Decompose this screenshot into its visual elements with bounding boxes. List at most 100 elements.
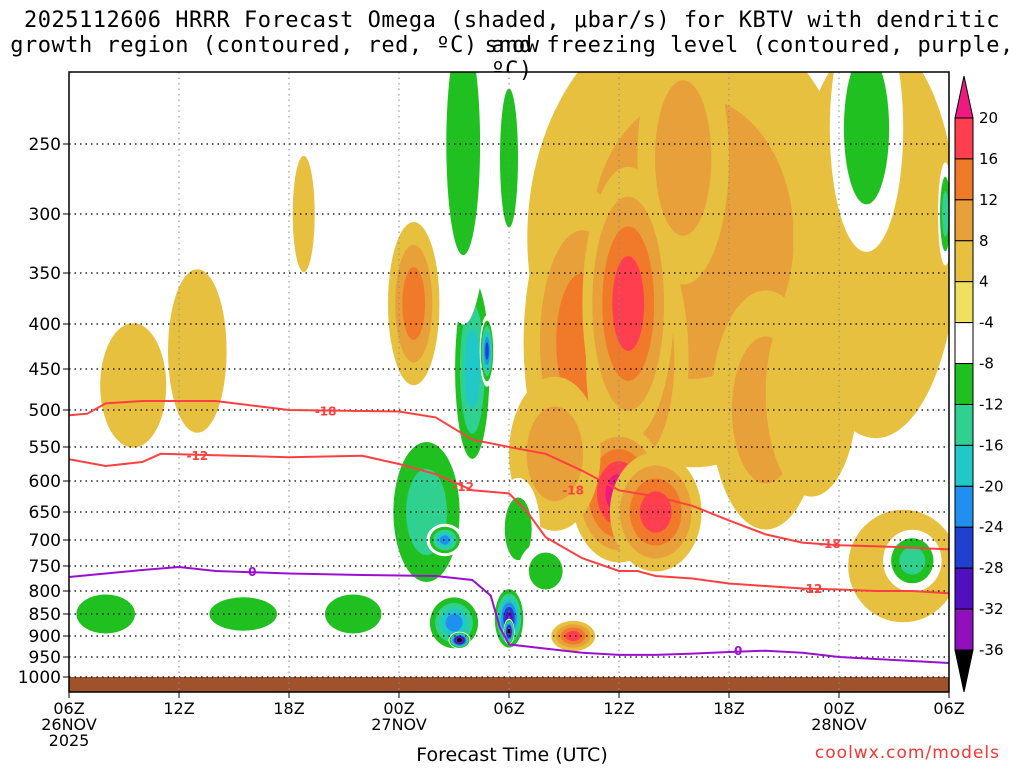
- rising-blob-18-level-16: [565, 630, 581, 642]
- colorbar-segment-7: [954, 403, 974, 446]
- colorbar-segment-0: [954, 117, 974, 160]
- ground-fill: [69, 677, 949, 692]
- sinking-blob-2-level--8: [325, 594, 382, 634]
- ground-terrain: [69, 677, 949, 692]
- contour-label-dgz_-18-0: -18: [315, 404, 337, 418]
- sinking-blob-15-level--12: [942, 191, 949, 237]
- xtick-label-6: 12Z: [163, 699, 194, 718]
- contour-label-freezing_0-0: 0: [248, 565, 256, 579]
- ytick-label-700: 700: [29, 531, 61, 551]
- colorbar-segment-12: [954, 608, 974, 651]
- xtick-label-18: 00Z: [383, 699, 414, 718]
- colorbar-tick-4: 4: [979, 273, 989, 291]
- xtick-label-42: 00Z: [823, 699, 854, 718]
- ytick-label-750: 750: [29, 557, 61, 577]
- colorbar-tick-5: -4: [979, 314, 994, 332]
- ytick-label-650: 650: [29, 503, 61, 523]
- colorbar-tick-0: 20: [979, 109, 998, 127]
- rising-blob-13-level-4: [100, 323, 167, 448]
- xtick-label-24: 06Z: [493, 699, 524, 718]
- colorbar-segment-5: [954, 322, 974, 365]
- rising-blob-9-level-8: [526, 406, 583, 502]
- ytick-label-500: 500: [29, 401, 61, 421]
- rising-blob-8-level-16: [639, 491, 672, 533]
- colorbar-tick-8: -16: [979, 436, 1004, 454]
- colorbar-tick-3: 8: [979, 232, 989, 250]
- sinking-blob-6-level--24: [485, 342, 489, 360]
- xtick-date-18: 27NOV: [371, 715, 427, 734]
- ytick-label-300: 300: [29, 205, 61, 225]
- ytick-label-850: 850: [29, 605, 61, 625]
- ytick-label-550: 550: [29, 438, 61, 458]
- sinking-blob-8-level--40: [457, 638, 462, 642]
- xtick-label-12: 18Z: [273, 699, 304, 718]
- xtick-date-42: 28NOV: [811, 715, 867, 734]
- colorbar-segment-6: [954, 363, 974, 405]
- ytick-label-400: 400: [29, 315, 61, 335]
- xtick-label-36: 18Z: [713, 699, 744, 718]
- colorbar-segment-4: [954, 281, 974, 324]
- colorbar-tick-13: -36: [979, 641, 1004, 659]
- colorbar-tick-6: -8: [979, 355, 994, 373]
- contour-label-dgz_-12-0: -12: [186, 449, 208, 463]
- sinking-blob-14-level--8: [843, 72, 890, 205]
- contour-label-dgz_-18-2: -18: [819, 537, 841, 551]
- colorbar-segment-9: [954, 485, 974, 528]
- colorbar-tick-12: -32: [979, 600, 1004, 618]
- sinking-blob-13-level--8: [500, 88, 518, 228]
- contour-label-freezing_0-1: 0: [734, 644, 742, 658]
- x-axis-label: Forecast Time (UTC): [416, 744, 608, 766]
- sinking-blob-4-level--20: [439, 535, 450, 545]
- sinking-blob-5-level--16: [464, 329, 480, 409]
- rising-blob-15-level-4: [292, 155, 315, 273]
- ytick-label-450: 450: [29, 360, 61, 380]
- ytick-label-900: 900: [29, 627, 61, 647]
- colorbar-tick-11: -28: [979, 559, 1004, 577]
- contour-label-dgz_-12-1: -12: [452, 480, 474, 494]
- rising-blob-12-level-12: [402, 267, 426, 340]
- contour-label-dgz_-12-2: -12: [801, 582, 823, 596]
- sinking-blob-11-level--8: [504, 497, 532, 561]
- xtick-label-48: 06Z: [933, 699, 964, 718]
- colorbar-bottom-arrow: [954, 649, 974, 693]
- ytick-label-600: 600: [29, 472, 61, 492]
- omega-shading: [69, 72, 949, 654]
- sinking-blob-1-level--8: [209, 597, 277, 631]
- sinking-blob-16-level--8: [528, 552, 563, 590]
- colorbar-segment-1: [954, 158, 974, 201]
- colorbar-segment-10: [954, 526, 974, 569]
- colorbar-top-arrow: [954, 75, 974, 119]
- chart-title-line2: growth region (contoured, red, ºC) and f…: [10, 33, 1014, 83]
- ytick-label-1000: 1000: [18, 668, 61, 688]
- colorbar-tick-7: -12: [979, 395, 1004, 413]
- plot-frame: [68, 71, 950, 693]
- rising-blob-17-level--12: [899, 547, 926, 575]
- sinking-blob-7-level--20: [445, 614, 463, 632]
- ytick-label-800: 800: [29, 582, 61, 602]
- rising-blob-6-level-16: [612, 256, 645, 352]
- sinking-blob-10-level--40: [508, 629, 510, 634]
- xtick-year-0: 2025: [49, 731, 90, 750]
- ytick-label-350: 350: [29, 264, 61, 284]
- contour-freezing_0: [69, 565, 949, 664]
- contour-dgz_-18: [69, 400, 949, 551]
- colorbar-segment-8: [954, 444, 974, 487]
- ytick-label-950: 950: [29, 648, 61, 668]
- colorbar-segment-2: [954, 199, 974, 242]
- rising-blob-11-level-4: [765, 290, 858, 497]
- xtick-label-0: 06Z: [53, 699, 84, 718]
- sinking-blob-12-level--8: [446, 72, 481, 256]
- xtick-label-30: 12Z: [603, 699, 634, 718]
- y-axis: 2503003504004505005506006507007508008509…: [18, 135, 69, 688]
- credit-link[interactable]: coolwx.com/models: [814, 743, 1000, 763]
- contour-lines: -18 -18 -18 -12 -12 -12 0 0: [69, 400, 949, 664]
- colorbar-tick-9: -20: [979, 477, 1004, 495]
- colorbar-tick-10: -24: [979, 518, 1004, 536]
- contour-label-dgz_-18-1: -18: [562, 483, 584, 497]
- chart-title-line1: 2025112606 HRRR Forecast Omega (shaded, …: [24, 8, 1000, 58]
- colorbar-segment-3: [954, 240, 974, 283]
- xtick-date-0: 26NOV: [41, 715, 97, 734]
- contour-dgz_-12: [69, 452, 949, 595]
